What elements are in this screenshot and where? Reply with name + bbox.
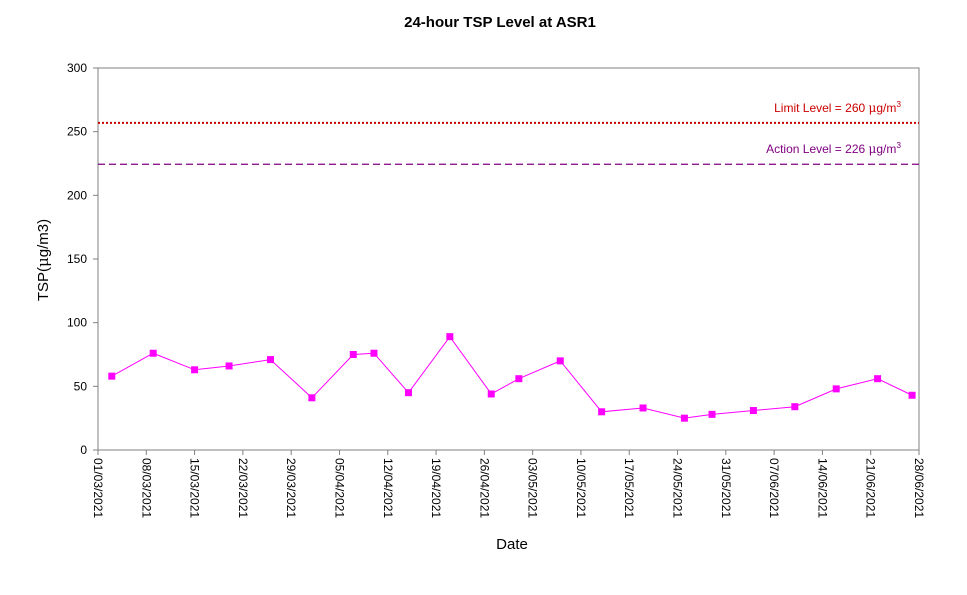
x-tick-label: 01/03/2021	[91, 458, 105, 518]
data-point	[404, 389, 412, 397]
y-tick-label: 250	[67, 125, 87, 139]
data-point	[370, 349, 378, 357]
y-axis: 0 50 100 150 200 250 300	[67, 61, 98, 457]
x-tick-label: 28/06/2021	[912, 458, 926, 518]
data-point	[749, 407, 757, 415]
data-point	[791, 403, 799, 411]
x-tick-label: 12/04/2021	[381, 458, 395, 518]
x-tick-label: 10/05/2021	[574, 458, 588, 518]
x-tick-label: 29/03/2021	[284, 458, 298, 518]
y-tick-label: 0	[80, 443, 87, 457]
y-axis-label: TSP(μg/m3)	[34, 219, 52, 301]
x-tick-label: 31/05/2021	[719, 458, 733, 518]
data-point	[225, 362, 233, 370]
data-point	[149, 349, 157, 357]
x-tick-label: 17/05/2021	[622, 458, 636, 518]
x-tick-label: 05/04/2021	[332, 458, 346, 518]
reference-lines: Limit Level = 260 μg/m3 Action Level = 22…	[98, 99, 919, 165]
y-tick-label: 150	[67, 252, 87, 266]
data-point	[191, 366, 199, 374]
data-point	[832, 385, 840, 393]
x-tick-label: 15/03/2021	[188, 458, 202, 518]
y-tick-label: 100	[67, 316, 87, 330]
data-point	[556, 357, 564, 365]
x-tick-label: 24/05/2021	[671, 458, 685, 518]
data-point	[598, 408, 606, 416]
data-point	[446, 333, 454, 341]
series-line	[111, 335, 913, 419]
x-tick-label: 22/03/2021	[236, 458, 250, 518]
data-point	[708, 410, 716, 418]
reference-label: Action Level = 226 μg/m3	[766, 140, 901, 156]
data-point	[639, 404, 647, 412]
x-tick-label: 19/04/2021	[429, 458, 443, 518]
data-point	[680, 414, 688, 422]
x-tick-label: 08/03/2021	[139, 458, 153, 518]
chart-title: 24-hour TSP Level at ASR1	[404, 14, 596, 31]
x-tick-label: 26/04/2021	[477, 458, 491, 518]
plot-area	[97, 67, 920, 451]
y-tick-label: 50	[74, 379, 88, 393]
x-axis-label: Date	[496, 536, 528, 553]
data-point	[487, 390, 495, 398]
x-tick-label: 03/05/2021	[526, 458, 540, 518]
data-point	[874, 375, 882, 383]
data-point	[515, 375, 523, 383]
x-tick-label: 14/06/2021	[815, 458, 829, 518]
data-point	[266, 356, 274, 364]
x-tick-label: 21/06/2021	[864, 458, 878, 518]
x-axis: 01/03/2021 08/03/2021 15/03/2021 22/03/2021…	[91, 450, 926, 518]
data-point	[349, 351, 357, 358]
series	[108, 333, 916, 422]
x-tick-label: 07/06/2021	[767, 458, 781, 518]
y-tick-label: 300	[67, 61, 87, 75]
data-point	[108, 372, 116, 380]
y-tick-label: 200	[67, 188, 87, 202]
data-point	[308, 394, 316, 402]
data-point	[908, 391, 916, 399]
reference-label: Limit Level = 260 μg/m3	[774, 99, 901, 115]
